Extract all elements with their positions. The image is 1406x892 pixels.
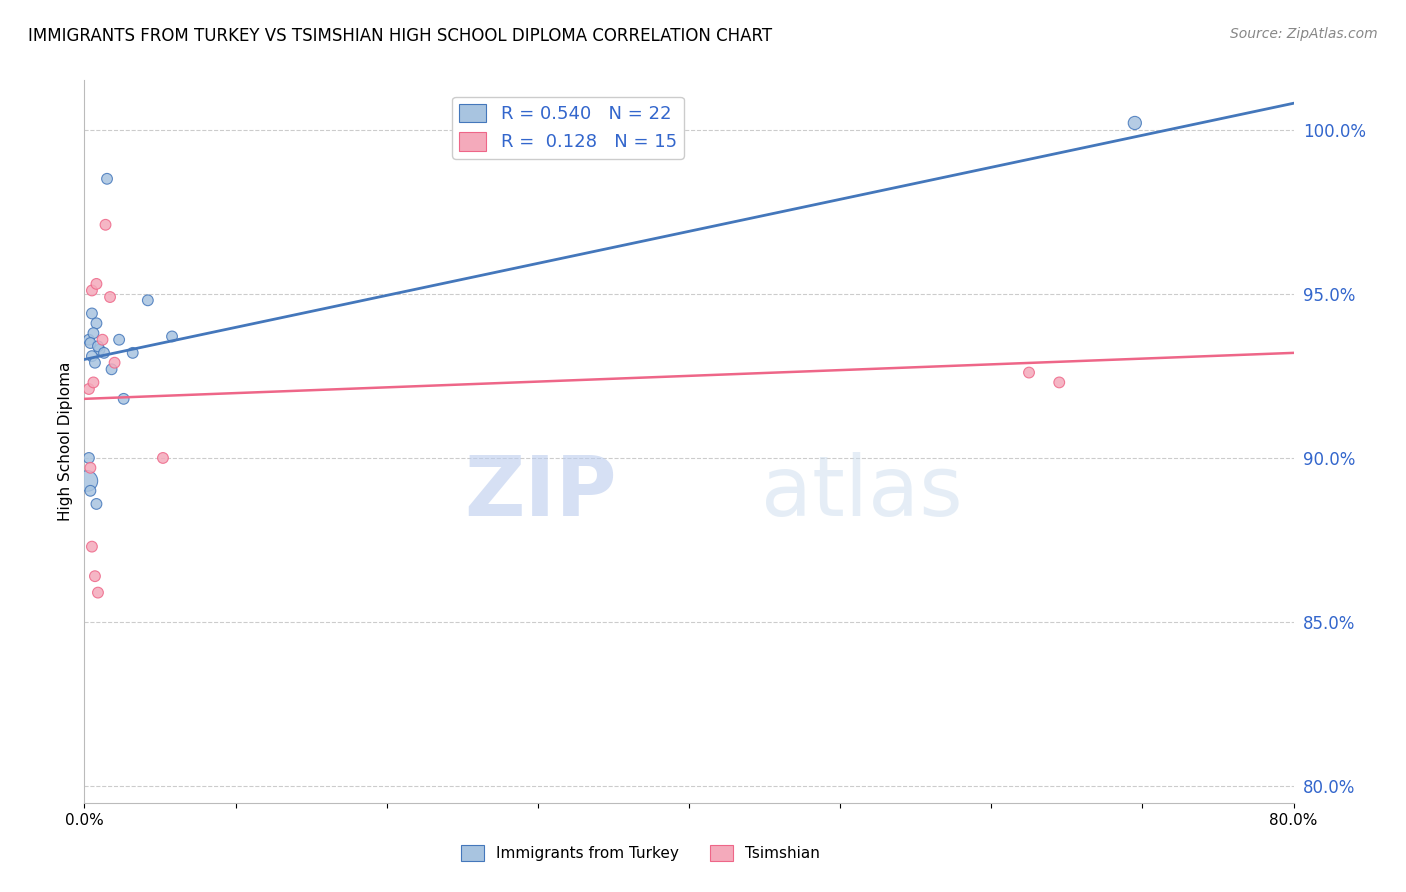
Point xyxy=(82,326,104,341)
Point xyxy=(1047,376,1070,390)
Point xyxy=(121,346,143,360)
Point xyxy=(87,339,110,353)
Legend: Immigrants from Turkey, Tsimshian: Immigrants from Turkey, Tsimshian xyxy=(456,839,825,867)
Text: atlas: atlas xyxy=(762,451,963,533)
Point xyxy=(104,356,127,370)
Y-axis label: High School Diploma: High School Diploma xyxy=(58,362,73,521)
Point xyxy=(87,585,110,599)
Point xyxy=(160,329,183,343)
Point xyxy=(84,569,107,583)
Point xyxy=(79,336,101,351)
Text: IMMIGRANTS FROM TURKEY VS TSIMSHIAN HIGH SCHOOL DIPLOMA CORRELATION CHART: IMMIGRANTS FROM TURKEY VS TSIMSHIAN HIGH… xyxy=(28,27,772,45)
Point xyxy=(108,333,131,347)
Point xyxy=(80,349,103,363)
Point xyxy=(76,474,98,488)
Point xyxy=(77,382,100,396)
Point xyxy=(77,450,100,465)
Point xyxy=(1123,116,1146,130)
Text: ZIP: ZIP xyxy=(464,451,616,533)
Point xyxy=(82,376,104,390)
Point xyxy=(86,316,108,330)
Point xyxy=(79,483,101,498)
Text: Source: ZipAtlas.com: Source: ZipAtlas.com xyxy=(1230,27,1378,41)
Point xyxy=(93,346,115,360)
Point xyxy=(91,333,114,347)
Point xyxy=(80,306,103,320)
Point xyxy=(86,277,108,291)
Point xyxy=(77,333,100,347)
Point xyxy=(152,450,174,465)
Point xyxy=(96,171,118,186)
Point xyxy=(1018,366,1040,380)
Point xyxy=(112,392,135,406)
Point xyxy=(80,284,103,298)
Point xyxy=(94,218,117,232)
Point xyxy=(86,497,108,511)
Point xyxy=(79,460,101,475)
Point xyxy=(89,343,111,357)
Point xyxy=(84,356,107,370)
Point xyxy=(80,540,103,554)
Point xyxy=(100,362,122,376)
Point xyxy=(136,293,159,308)
Point xyxy=(98,290,121,304)
